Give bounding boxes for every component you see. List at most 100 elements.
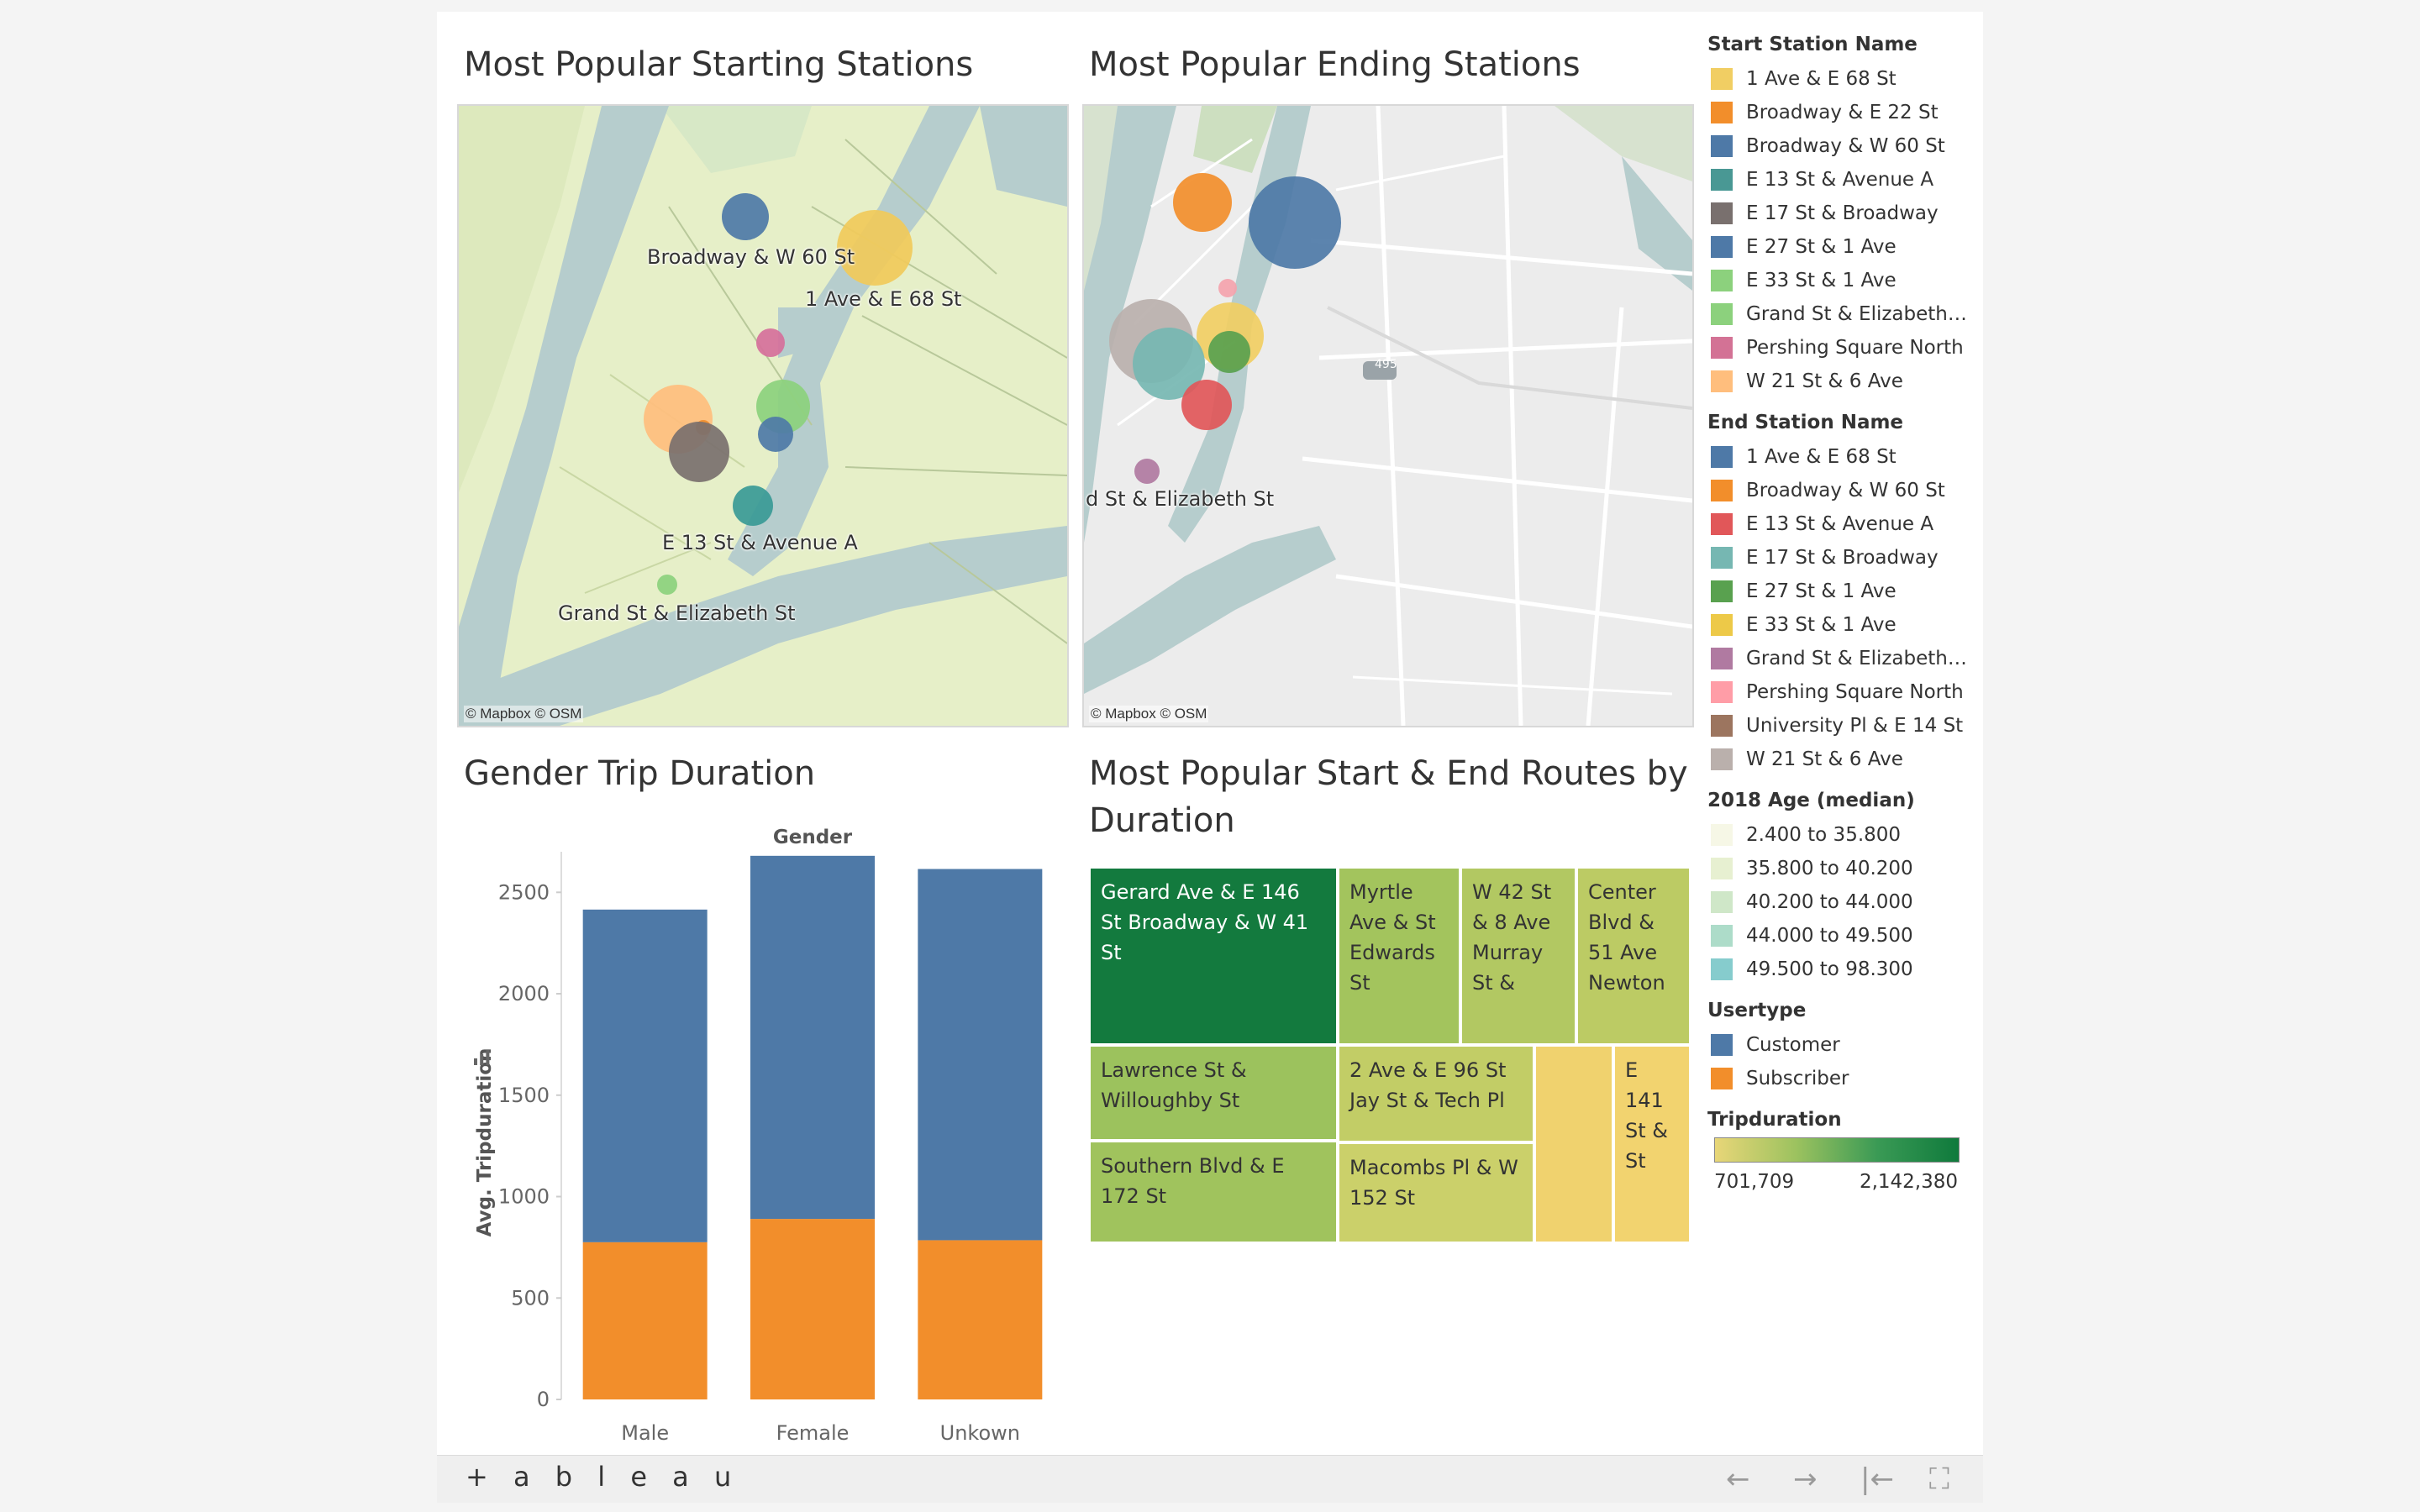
legend-usertype: Usertype Customer Subscriber: [1707, 1000, 1976, 1095]
start-map-label: 1 Ave & E 68 St: [805, 287, 962, 311]
legend-label: Subscriber: [1746, 1068, 1849, 1089]
bar-subscriber-unkown[interactable]: [918, 1240, 1043, 1399]
legend-title: Usertype: [1707, 1000, 1807, 1021]
start-map-attribution[interactable]: © Mapbox © OSM: [464, 706, 584, 722]
start-bubble-pershing-square[interactable]: [756, 328, 785, 357]
treemap-tile[interactable]: 2 Ave & E 96 St Jay St & Tech Pl: [1338, 1045, 1534, 1142]
legend-age-item[interactable]: 40.200 to 44.000: [1707, 885, 1976, 919]
legend-panel: Start Station Name 1 Ave & E 68 St Broadw…: [1707, 34, 1976, 1206]
treemap-tile[interactable]: Gerard Ave & E 146 St Broadway & W 41 St: [1089, 867, 1338, 1045]
start-bubble-e13-avenue-a[interactable]: [733, 486, 773, 526]
legend-start_station-item[interactable]: Broadway & E 22 St: [1707, 96, 1976, 129]
legend-start_station-item[interactable]: 1 Ave & E 68 St: [1707, 62, 1976, 96]
legend-end_station-item[interactable]: University Pl & E 14 St: [1707, 709, 1976, 743]
end-bubble-e13-avenue-a[interactable]: [1181, 380, 1232, 430]
routes-treemap: Gerard Ave & E 146 St Broadway & W 41 St…: [1089, 867, 1691, 1243]
end-stations-map[interactable]: 495 d St & Elizabeth St © Mapbox © OSM: [1082, 104, 1694, 727]
start-stations-map[interactable]: Broadway & W 60 St 1 Ave & E 68 St E 13 …: [457, 104, 1069, 727]
legend-label: Grand St & Elizabeth…: [1746, 303, 1967, 325]
y-tick-label: 2000: [498, 982, 550, 1005]
end-bubble-e27-1ave[interactable]: [1208, 331, 1250, 373]
legend-swatch: [1711, 648, 1733, 669]
start-bubble-e17-broadway[interactable]: [669, 422, 729, 482]
fullscreen-button[interactable]: ⛶: [1929, 1462, 1949, 1496]
bar-customer-female[interactable]: [750, 855, 875, 1220]
legend-end_station-item[interactable]: Pershing Square North: [1707, 675, 1976, 709]
legend-start_station-item[interactable]: Broadway & W 60 St: [1707, 129, 1976, 163]
end-bubble-grand-elizabeth[interactable]: [1134, 459, 1160, 484]
legend-start_station-item[interactable]: E 27 St & 1 Ave: [1707, 230, 1976, 264]
tableau-toolbar: + a b l e a u ← → |← ⛶: [437, 1455, 1983, 1503]
legend-title: Start Station Name: [1707, 34, 1918, 55]
legend-label: E 17 St & Broadway: [1746, 202, 1939, 224]
legend-label: Broadway & W 60 St: [1746, 135, 1945, 157]
start-bubble-grand-elizabeth[interactable]: [657, 575, 677, 595]
legend-swatch: [1711, 925, 1733, 947]
start-bubble-broadway-w60[interactable]: [722, 193, 769, 240]
gender-column-header: Gender: [773, 827, 853, 848]
legend-end_station-item[interactable]: E 13 St & Avenue A: [1707, 507, 1976, 541]
treemap-tile[interactable]: Lawrence St & Willoughby St: [1089, 1045, 1338, 1141]
treemap-tile[interactable]: Macombs Pl & W 152 St: [1338, 1142, 1534, 1243]
sort-icon[interactable]: [474, 1050, 490, 1065]
bar-customer-male[interactable]: [582, 909, 708, 1242]
treemap-tile[interactable]: Myrtle Ave & St Edwards St: [1338, 867, 1460, 1045]
start-map-label: Grand St & Elizabeth St: [558, 601, 796, 625]
dashboard-canvas: Most Popular Starting Stations Most Popu…: [437, 12, 1983, 1458]
legend-usertype-item[interactable]: Customer: [1707, 1028, 1976, 1062]
legend-end-station: End Station Name 1 Ave & E 68 St Broadway…: [1707, 412, 1976, 776]
start-bubble-1ave-e68[interactable]: [837, 210, 913, 286]
legend-end_station-item[interactable]: 1 Ave & E 68 St: [1707, 440, 1976, 474]
tableau-logo[interactable]: + a b l e a u: [466, 1461, 740, 1493]
legend-age-item[interactable]: 44.000 to 49.500: [1707, 919, 1976, 953]
legend-start_station-item[interactable]: E 13 St & Avenue A: [1707, 163, 1976, 197]
legend-age: 2018 Age (median) 2.400 to 35.800 35.800 …: [1707, 790, 1976, 986]
treemap-tile[interactable]: [1534, 1045, 1613, 1243]
tripduration-min-label: 701,709: [1714, 1171, 1795, 1193]
tripduration-gradient[interactable]: [1714, 1137, 1960, 1163]
end-bubble-pershing-square[interactable]: [1218, 279, 1237, 297]
legend-end_station-item[interactable]: Grand St & Elizabeth…: [1707, 642, 1976, 675]
legend-age-item[interactable]: 49.500 to 98.300: [1707, 953, 1976, 986]
end-map-title: Most Popular Ending Stations: [1089, 45, 1581, 84]
end-bubble-1ave-e68[interactable]: [1249, 176, 1341, 269]
legend-label: E 17 St & Broadway: [1746, 547, 1939, 569]
legend-label: Pershing Square North: [1746, 337, 1964, 359]
legend-label: Grand St & Elizabeth…: [1746, 648, 1967, 669]
undo-button[interactable]: ←: [1726, 1462, 1750, 1496]
treemap-tile[interactable]: Southern Blvd & E 172 St: [1089, 1141, 1338, 1243]
y-tick-label: 2500: [498, 880, 550, 904]
legend-usertype-item[interactable]: Subscriber: [1707, 1062, 1976, 1095]
legend-label: W 21 St & 6 Ave: [1746, 370, 1903, 392]
legend-swatch: [1711, 337, 1733, 359]
legend-start_station-item[interactable]: E 17 St & Broadway: [1707, 197, 1976, 230]
start-bubble-e27-1ave[interactable]: [758, 417, 793, 452]
end-map-attribution[interactable]: © Mapbox © OSM: [1089, 706, 1209, 722]
legend-start_station-item[interactable]: Grand St & Elizabeth…: [1707, 297, 1976, 331]
treemap-tile[interactable]: W 42 St & 8 Ave Murray St &: [1460, 867, 1576, 1045]
redo-button[interactable]: →: [1793, 1462, 1818, 1496]
x-tick-label: Unkown: [940, 1421, 1020, 1445]
legend-title: End Station Name: [1707, 412, 1904, 433]
treemap-tile[interactable]: E 141 St & St: [1613, 1045, 1691, 1243]
legend-start_station-item[interactable]: E 33 St & 1 Ave: [1707, 264, 1976, 297]
legend-swatch: [1711, 236, 1733, 258]
bar-subscriber-female[interactable]: [750, 1219, 875, 1399]
legend-end_station-item[interactable]: E 27 St & 1 Ave: [1707, 575, 1976, 608]
legend-end_station-item[interactable]: E 17 St & Broadway: [1707, 541, 1976, 575]
legend-end_station-item[interactable]: E 33 St & 1 Ave: [1707, 608, 1976, 642]
legend-swatch: [1711, 446, 1733, 468]
legend-start_station-item[interactable]: W 21 St & 6 Ave: [1707, 365, 1976, 398]
treemap-tile[interactable]: Center Blvd & 51 Ave Newton: [1576, 867, 1691, 1045]
y-tick-label: 1500: [498, 1084, 550, 1107]
end-bubble-broadway-w60[interactable]: [1173, 173, 1232, 232]
legend-age-item[interactable]: 35.800 to 40.200: [1707, 852, 1976, 885]
legend-start_station-item[interactable]: Pershing Square North: [1707, 331, 1976, 365]
legend-end_station-item[interactable]: Broadway & W 60 St: [1707, 474, 1976, 507]
bar-customer-unkown[interactable]: [918, 869, 1043, 1241]
bar-subscriber-male[interactable]: [582, 1242, 708, 1399]
revert-button[interactable]: |←: [1860, 1462, 1894, 1496]
legend-end_station-item[interactable]: W 21 St & 6 Ave: [1707, 743, 1976, 776]
legend-age-item[interactable]: 2.400 to 35.800: [1707, 818, 1976, 852]
legend-label: E 33 St & 1 Ave: [1746, 270, 1897, 291]
